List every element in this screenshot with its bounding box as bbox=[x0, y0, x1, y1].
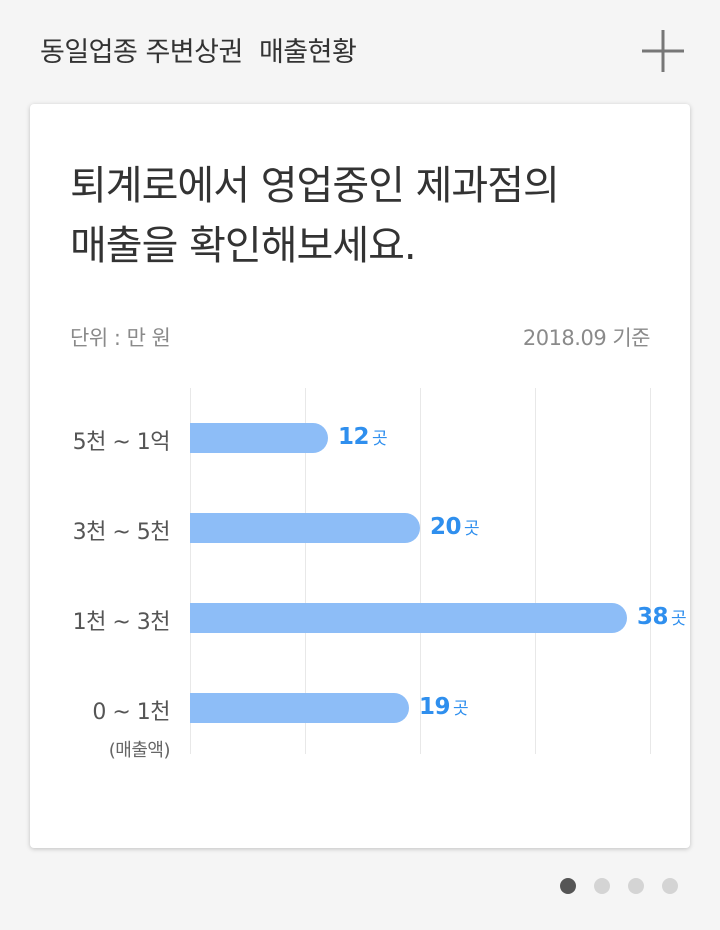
data-label-value: 38 bbox=[637, 604, 669, 630]
data-label: 12 곳 bbox=[338, 424, 388, 450]
data-label: 20 곳 bbox=[430, 514, 480, 540]
page-dot[interactable] bbox=[560, 878, 576, 894]
header: 동일업종 주변상권 매출현황 bbox=[0, 0, 720, 100]
gridline bbox=[535, 388, 536, 754]
headline-line-2: 매출을 확인해보세요. bbox=[70, 223, 417, 269]
category-label: 0 ~ 1천 bbox=[92, 700, 170, 725]
data-label-unit: 곳 bbox=[453, 699, 469, 719]
sales-card: 퇴계로에서 영업중인 제과점의 매출을 확인해보세요. 단위 : 만 원 201… bbox=[30, 104, 690, 848]
data-label-value: 20 bbox=[430, 514, 462, 540]
date-label: 2018.09 기준 bbox=[522, 326, 651, 350]
unit-label: 단위 : 만 원 bbox=[70, 326, 171, 350]
page-title: 동일업종 주변상권 매출현황 bbox=[40, 37, 357, 68]
page-dot[interactable] bbox=[594, 878, 610, 894]
sales-bar-chart: 5천 ~ 1억 12 곳 3천 ~ 5천 20 곳 1천 ~ 3천 38 곳 0 ~ 1천 19 곳 bbox=[30, 104, 690, 848]
data-label-value: 12 bbox=[338, 424, 370, 450]
bar bbox=[190, 423, 328, 453]
bar bbox=[190, 693, 409, 723]
data-label-unit: 곳 bbox=[671, 609, 687, 629]
gridline bbox=[190, 388, 191, 754]
gridline bbox=[420, 388, 421, 754]
data-label: 19 곳 bbox=[419, 694, 469, 720]
data-label: 38 곳 bbox=[637, 604, 687, 630]
category-label: 3천 ~ 5천 bbox=[72, 520, 171, 545]
plus-icon[interactable] bbox=[640, 28, 686, 74]
category-label: 1천 ~ 3천 bbox=[72, 610, 171, 635]
card-headline: 퇴계로에서 영업중인 제과점의 매출을 확인해보세요. bbox=[70, 156, 670, 276]
page-dot[interactable] bbox=[662, 878, 678, 894]
bar bbox=[190, 513, 420, 543]
category-label: 5천 ~ 1억 bbox=[72, 430, 171, 455]
headline-line-1: 퇴계로에서 영업중인 제과점의 bbox=[70, 163, 560, 209]
axis-note: (매출액) bbox=[108, 740, 171, 761]
data-label-value: 19 bbox=[419, 694, 451, 720]
data-label-unit: 곳 bbox=[372, 429, 388, 449]
bar bbox=[190, 603, 627, 633]
page-dot[interactable] bbox=[628, 878, 644, 894]
gridline bbox=[305, 388, 306, 754]
gridline bbox=[650, 388, 651, 754]
data-label-unit: 곳 bbox=[464, 519, 480, 539]
